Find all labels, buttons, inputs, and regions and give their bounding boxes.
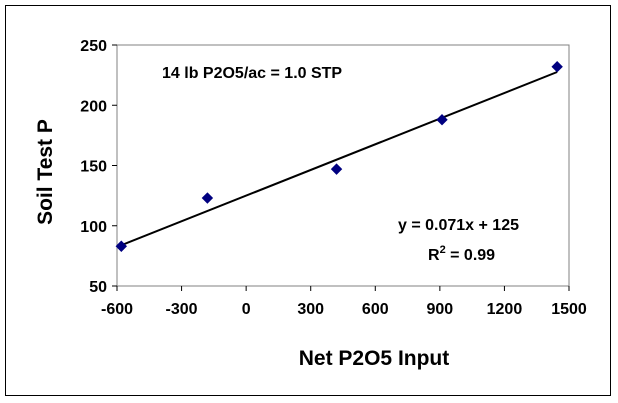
x-axis-ticks: -600 -300 0 300 600 900 1200 1500 (101, 286, 587, 318)
data-point (436, 114, 448, 126)
x-tick-label: 1500 (551, 301, 587, 318)
data-point (115, 240, 128, 252)
x-tick-label: 900 (427, 301, 454, 318)
x-tick-label: 1200 (487, 301, 523, 318)
x-tick-label: -600 (101, 301, 133, 318)
y-axis-title: Soil Test P (34, 119, 57, 225)
r2-suffix: = 0.99 (446, 247, 495, 264)
x-tick-label: 300 (297, 301, 324, 318)
y-tick-label: 150 (80, 159, 107, 176)
data-point (330, 163, 343, 175)
data-point (201, 192, 214, 204)
r2-superscript: 2 (440, 244, 446, 256)
r-squared-annotation: R2 = 0.99 (428, 244, 495, 264)
x-tick-label: 600 (362, 301, 389, 318)
x-tick-label: 0 (242, 301, 251, 318)
chart-frame (5, 5, 611, 396)
y-axis-ticks: 50 100 150 200 250 (80, 38, 117, 296)
equation-annotation: y = 0.071x + 125 (398, 217, 519, 234)
trendline (120, 71, 558, 247)
x-tick-label: -300 (166, 301, 198, 318)
r2-prefix: R (428, 247, 440, 264)
data-point (551, 60, 563, 73)
y-tick-label: 100 (80, 219, 107, 236)
data-points (115, 60, 563, 252)
y-tick-label: 200 (80, 98, 107, 115)
y-tick-label: 50 (89, 279, 107, 296)
y-tick-label: 250 (80, 38, 107, 55)
rate-annotation: 14 lb P2O5/ac = 1.0 STP (162, 65, 342, 82)
x-axis-title: Net P2O5 Input (299, 347, 450, 370)
